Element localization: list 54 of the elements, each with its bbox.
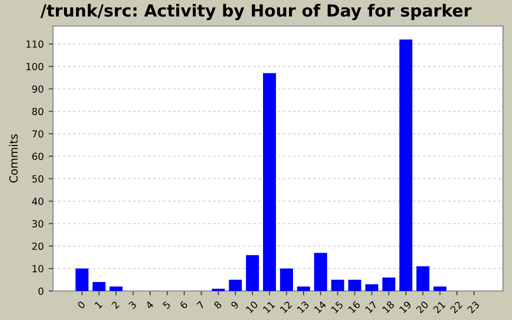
y-tick-label: 20: [32, 242, 44, 250]
x-tick-label: 4: [145, 300, 154, 310]
y-tick-label: 80: [32, 108, 44, 116]
y-axis-title: Commits: [9, 134, 18, 183]
bar: [92, 282, 106, 291]
bar: [433, 286, 446, 291]
bar: [263, 73, 276, 291]
x-tick-label: 10: [246, 300, 258, 314]
bar: [280, 268, 293, 291]
x-tick-label: 14: [314, 300, 326, 314]
y-tick-label: 70: [32, 130, 44, 138]
bar: [228, 280, 242, 291]
x-tick-label: 0: [77, 300, 86, 310]
y-tick-label: 110: [26, 40, 44, 48]
bar: [297, 286, 310, 291]
chart-title: /trunk/src: Activity by Hour of Day for sparker: [40, 4, 472, 20]
x-tick-label: 5: [162, 300, 171, 310]
x-tick-label: 3: [128, 300, 137, 310]
y-tick-label: 0: [38, 287, 44, 295]
y-tick-label: 100: [26, 62, 44, 70]
x-tick-label: 21: [432, 300, 446, 314]
x-tick-label: 1: [94, 300, 102, 309]
x-tick-label: 22: [450, 300, 463, 314]
x-tick-label: 13: [296, 300, 310, 314]
x-tick-label: 20: [416, 300, 429, 314]
x-tick-label: 6: [179, 300, 188, 310]
bar: [331, 280, 344, 291]
y-tick-label: 60: [32, 152, 44, 160]
y-tick-label: 90: [32, 85, 44, 93]
bar: [365, 284, 378, 291]
x-tick-label: 17: [365, 300, 378, 314]
y-tick-label: 10: [32, 265, 44, 272]
x-tick-label: 16: [348, 300, 361, 314]
y-tick-label: 50: [32, 175, 44, 183]
bar: [110, 286, 123, 291]
y-tick-label: 30: [32, 220, 44, 228]
bar: [399, 39, 412, 291]
x-tick-label: 19: [399, 300, 412, 314]
bar: [382, 278, 396, 291]
bar: [348, 280, 362, 291]
x-tick-label: 18: [382, 300, 395, 314]
x-tick-label: 2: [111, 300, 120, 310]
y-tick-label: 40: [32, 198, 44, 205]
x-tick-label: 7: [196, 300, 205, 310]
x-tick-label: 11: [262, 300, 276, 314]
x-tick-label: 15: [330, 300, 344, 314]
x-tick-label: 23: [466, 300, 480, 314]
bar: [76, 268, 88, 291]
bar: [314, 252, 328, 291]
x-tick-label: 12: [280, 300, 292, 314]
bar: [246, 255, 259, 291]
x-tick-label: 9: [230, 300, 240, 310]
x-tick-label: 8: [213, 300, 222, 310]
bar: [416, 266, 430, 291]
